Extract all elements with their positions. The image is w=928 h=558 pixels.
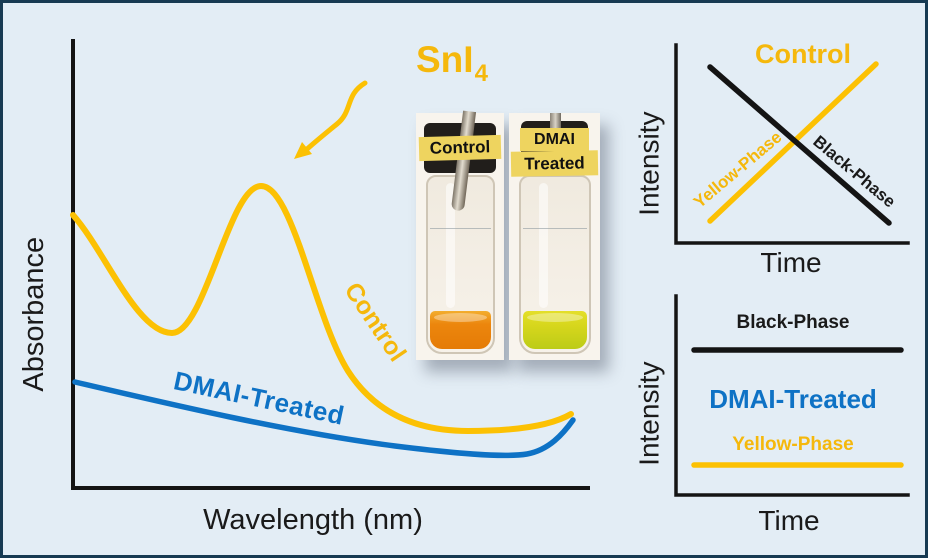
figure-title-formula: SnI4 [416,39,488,86]
formula-subscript: 4 [474,60,488,87]
main-y-axis-label: Absorbance [17,236,50,392]
dmai-vial-label-line2: Treated [510,150,599,177]
dmai-spectrum-curve [72,379,576,459]
formula-base: SnI [416,39,474,80]
top-chart-title: Control [755,39,851,69]
annotation-arrow-head [294,142,312,159]
bottom-yellow-phase-label: Yellow-Phase [732,434,854,455]
liquid-meniscus [434,313,487,322]
liquid-meniscus [527,313,583,322]
fill-level-mark [523,228,587,229]
top-chart-x-axis-label: Time [760,247,822,278]
bottom-chart-x-axis-label: Time [758,505,820,536]
fill-level-mark [430,228,491,229]
vial-glass-body [519,175,591,354]
glass-highlight [446,183,455,308]
vial-glass-body [426,175,495,354]
control-vial-photo: Control [416,110,504,360]
bottom-dmai-treated-label: DMAI-Treated [709,384,877,414]
top-chart-axes [674,43,910,245]
control-spectrum-curve [70,182,574,435]
bottom-chart-y-axis-label: Intensity [633,361,665,466]
top-black-phase-line [707,64,892,226]
top-chart-y-axis-label: Intensity [633,111,665,216]
yellow-liquid [523,311,587,349]
figure-line-art [70,39,910,497]
main-chart-axes [71,39,590,490]
annotation-arrow-curve [303,80,368,153]
dmai-vial-label-line1: DMAI [520,128,589,151]
dmai-vial-photo: DMAI Treated [509,113,600,360]
orange-liquid [430,311,491,349]
bottom-black-phase-label: Black-Phase [736,312,850,333]
bottom-chart-axes [674,294,910,497]
glass-highlight [539,183,548,308]
control-vial-label: Control [418,134,502,162]
main-x-axis-label: Wavelength (nm) [203,504,423,536]
